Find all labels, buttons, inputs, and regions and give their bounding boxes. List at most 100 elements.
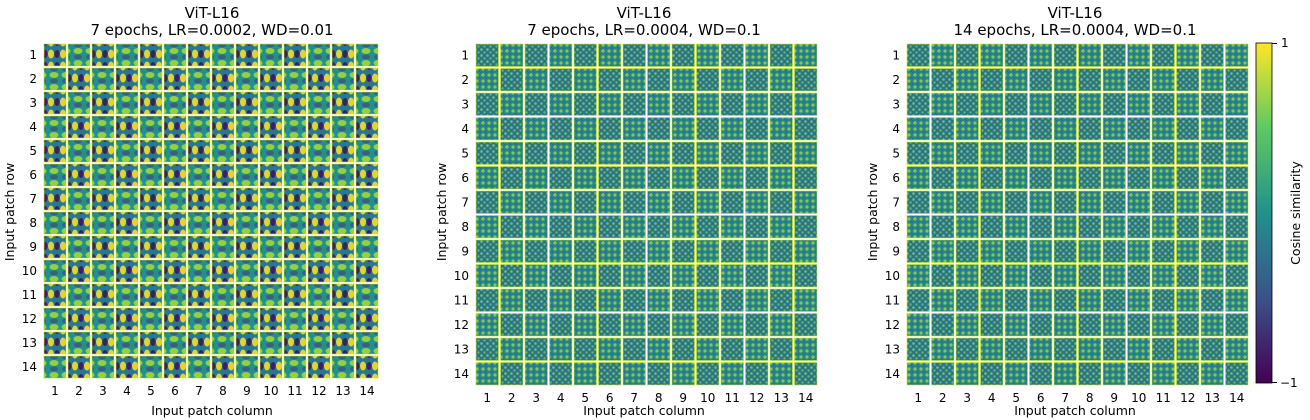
heatmap-cell-r13-c13: [1200, 337, 1224, 361]
x-tick-label: 5: [581, 391, 589, 405]
heatmap-cell-r7-c8: [647, 190, 671, 214]
heatmap-cell-r3-c2: [67, 91, 91, 115]
panel-2-title-line1: ViT-L16: [617, 4, 672, 22]
heatmap-cell-r7-c5: [139, 187, 163, 211]
heatmap-cell-r9-c4: [115, 235, 139, 259]
x-tick-label: 12: [1180, 391, 1195, 405]
y-tick-label: 13: [22, 336, 37, 350]
heatmap-cell-r7-c12: [307, 187, 331, 211]
heatmap-cell-r13-c2: [931, 337, 955, 361]
heatmap-cell-r6-c10: [696, 166, 720, 190]
heatmap-cell-r8-c4: [980, 215, 1004, 239]
heatmap-cell-r2-c6: [598, 68, 622, 92]
x-tick-label: 1: [51, 384, 59, 398]
panel-3-x-axis-label: Input patch column: [1014, 403, 1136, 418]
heatmap-cell-r11-c6: [163, 283, 187, 307]
heatmap-cell-r4-c9: [671, 117, 695, 141]
y-tick-label: 6: [29, 168, 37, 182]
heatmap-cell-r3-c14: [794, 92, 818, 116]
heatmap-cell-r9-c1: [43, 235, 67, 259]
heatmap-cell-r12-c9: [235, 307, 259, 331]
heatmap-cell-r2-c14: [794, 68, 818, 92]
heatmap-cell-r13-c8: [647, 337, 671, 361]
heatmap-cell-r3-c7: [1053, 92, 1077, 116]
heatmap-cell-r4-c5: [139, 115, 163, 139]
heatmap-cell-r14-c13: [1200, 362, 1224, 386]
heatmap-cell-r6-c10: [1127, 166, 1151, 190]
heatmap-cell-r4-c7: [622, 117, 646, 141]
heatmap-cell-r6-c11: [283, 163, 307, 187]
heatmap-cell-r3-c6: [163, 91, 187, 115]
x-tick-label: 4: [123, 384, 131, 398]
heatmap-cell-r10-c10: [1127, 264, 1151, 288]
heatmap-cell-r10-c3: [524, 264, 548, 288]
heatmap-cell-r2-c10: [1127, 68, 1151, 92]
heatmap-cell-r14-c2: [931, 362, 955, 386]
panel-2: ViT-L16 7 epochs, LR=0.0004, WD=0.1 1234…: [434, 4, 818, 418]
heatmap-cell-r6-c1: [906, 166, 930, 190]
y-tick-label: 1: [892, 48, 900, 62]
heatmap-cell-r9-c10: [1127, 239, 1151, 263]
heatmap-cell-r13-c4: [980, 337, 1004, 361]
heatmap-cell-r7-c11: [283, 187, 307, 211]
x-tick-label: 13: [335, 384, 350, 398]
heatmap-cell-r4-c3: [91, 115, 115, 139]
panel-3-title-line1: ViT-L16: [1048, 4, 1103, 22]
heatmap-cell-r9-c2: [500, 239, 524, 263]
heatmap-cell-r4-c3: [524, 117, 548, 141]
heatmap-cell-r3-c12: [307, 91, 331, 115]
heatmap-cell-r9-c5: [139, 235, 163, 259]
heatmap-cell-r10-c1: [906, 264, 930, 288]
x-tick-label: 9: [243, 384, 251, 398]
heatmap-cell-r3-c12: [745, 92, 769, 116]
heatmap-cell-r7-c3: [91, 187, 115, 211]
heatmap-cell-r14-c7: [1053, 362, 1077, 386]
heatmap-cell-r11-c9: [1102, 288, 1126, 312]
heatmap-cell-r14-c3: [91, 355, 115, 379]
heatmap-cell-r5-c5: [139, 139, 163, 163]
heatmap-cell-r6-c2: [931, 166, 955, 190]
heatmap-cell-r4-c11: [1151, 117, 1175, 141]
heatmap-cell-r10-c2: [500, 264, 524, 288]
y-tick-label: 3: [892, 97, 900, 111]
heatmap-cell-r7-c1: [43, 187, 67, 211]
heatmap-cell-r13-c14: [794, 337, 818, 361]
heatmap-cell-r13-c10: [696, 337, 720, 361]
y-tick-label: 5: [892, 146, 900, 160]
heatmap-cell-r10-c11: [720, 264, 744, 288]
y-tick-label: 8: [461, 220, 469, 234]
heatmap-cell-r14-c1: [906, 362, 930, 386]
heatmap-cell-r3-c13: [331, 91, 355, 115]
heatmap-cell-r14-c7: [187, 355, 211, 379]
heatmap-cell-r7-c2: [67, 187, 91, 211]
heatmap-cell-r12-c1: [475, 313, 499, 337]
heatmap-cell-r9-c3: [955, 239, 979, 263]
heatmap-cell-r12-c10: [696, 313, 720, 337]
heatmap-cell-r11-c8: [647, 288, 671, 312]
panel-1-x-ticks: 1 2 3 4 5 6 7 8 9 10 11 12 13 14: [51, 384, 374, 398]
heatmap-cell-r9-c5: [1004, 239, 1028, 263]
heatmap-cell-r11-c5: [139, 283, 163, 307]
x-tick-label: 7: [195, 384, 203, 398]
heatmap-cell-r14-c10: [259, 355, 283, 379]
heatmap-cell-r3-c9: [1102, 92, 1126, 116]
heatmap-cell-r13-c6: [163, 331, 187, 355]
y-tick-label: 1: [461, 48, 469, 62]
heatmap-cell-r6-c4: [549, 166, 573, 190]
colorbar-max-label: 1: [1281, 36, 1289, 50]
heatmap-cell-r2-c13: [769, 68, 793, 92]
heatmap-cell-r10-c4: [980, 264, 1004, 288]
heatmap-cell-r4-c13: [769, 117, 793, 141]
heatmap-cell-r8-c11: [283, 211, 307, 235]
y-tick-label: 2: [29, 72, 37, 86]
heatmap-cell-r10-c2: [67, 259, 91, 283]
heatmap-cell-r13-c13: [331, 331, 355, 355]
heatmap-cell-r13-c1: [906, 337, 930, 361]
colorbar-gradient: [1255, 42, 1273, 384]
heatmap-cell-r7-c1: [906, 190, 930, 214]
x-tick-label: 4: [557, 391, 565, 405]
heatmap-cell-r8-c4: [115, 211, 139, 235]
heatmap-cell-r3-c9: [235, 91, 259, 115]
heatmap-cell-r5-c10: [1127, 141, 1151, 165]
